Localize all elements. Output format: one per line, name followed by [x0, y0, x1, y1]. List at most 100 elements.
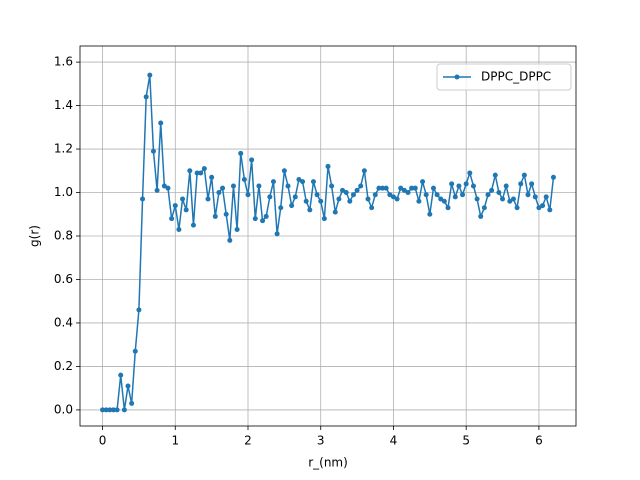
- point: [412, 185, 418, 191]
- point: [103, 407, 109, 413]
- y-tick-label: 1.6: [54, 55, 73, 69]
- point: [190, 222, 196, 228]
- x-tick-label: 0: [99, 434, 107, 448]
- point: [518, 181, 524, 187]
- point: [336, 196, 342, 202]
- point: [310, 179, 316, 185]
- point: [176, 226, 182, 232]
- point: [180, 196, 186, 202]
- x-axis-label: r_(nm): [308, 456, 348, 470]
- point: [390, 194, 396, 200]
- point: [332, 209, 338, 215]
- point: [430, 185, 436, 191]
- y-axis-label: g(r): [28, 225, 42, 247]
- point: [496, 190, 502, 196]
- point: [318, 198, 324, 204]
- point: [380, 185, 386, 191]
- point: [376, 185, 382, 191]
- point: [107, 407, 113, 413]
- point: [289, 203, 295, 209]
- point: [172, 203, 178, 209]
- point: [300, 179, 306, 185]
- point: [132, 348, 138, 354]
- point: [296, 176, 302, 182]
- point: [550, 174, 556, 180]
- point: [401, 187, 407, 193]
- point: [278, 205, 284, 211]
- y-tick-label: 0.4: [54, 315, 73, 329]
- point: [143, 94, 149, 100]
- point: [227, 237, 233, 243]
- point: [467, 170, 473, 176]
- point: [329, 183, 335, 189]
- point: [249, 157, 255, 163]
- point: [485, 192, 491, 198]
- point: [169, 216, 175, 222]
- point: [205, 196, 211, 202]
- point: [350, 192, 356, 198]
- x-tick-label: 5: [462, 434, 470, 448]
- point: [292, 194, 298, 200]
- point: [212, 213, 218, 219]
- point: [340, 187, 346, 193]
- point: [358, 183, 364, 189]
- point: [281, 168, 287, 174]
- point: [230, 183, 236, 189]
- point: [161, 183, 167, 189]
- point: [510, 196, 516, 202]
- point: [285, 183, 291, 189]
- point: [525, 192, 531, 198]
- point: [420, 179, 426, 185]
- point: [521, 172, 527, 178]
- point: [129, 400, 135, 406]
- point: [147, 72, 153, 78]
- point: [241, 176, 247, 182]
- legend-box: [436, 63, 572, 91]
- legend-marker: [454, 74, 460, 80]
- point: [532, 194, 538, 200]
- point: [238, 150, 244, 156]
- point: [114, 407, 120, 413]
- point: [445, 205, 451, 211]
- point: [100, 407, 106, 413]
- point: [398, 185, 404, 191]
- point: [314, 192, 320, 198]
- point: [325, 163, 331, 169]
- point: [245, 192, 251, 198]
- point: [365, 196, 371, 202]
- point: [492, 172, 498, 178]
- point: [209, 174, 215, 180]
- point: [252, 216, 258, 222]
- y-tick-label: 1.0: [54, 185, 73, 199]
- y-tick-label: 1.2: [54, 142, 73, 156]
- point: [383, 185, 389, 191]
- point: [121, 407, 127, 413]
- point: [449, 181, 455, 187]
- point: [220, 185, 226, 191]
- point: [434, 192, 440, 198]
- point: [198, 170, 204, 176]
- point: [452, 194, 458, 200]
- point: [540, 203, 546, 209]
- point: [500, 196, 506, 202]
- point: [303, 198, 309, 204]
- point: [354, 187, 360, 193]
- point: [140, 196, 146, 202]
- point: [441, 198, 447, 204]
- x-tick-label: 2: [244, 434, 252, 448]
- point: [489, 187, 495, 193]
- point: [474, 196, 480, 202]
- y-tick-label: 1.4: [54, 98, 73, 112]
- point: [347, 198, 353, 204]
- y-tick-label: 0.2: [54, 359, 73, 373]
- point: [201, 166, 207, 172]
- x-tick-label: 3: [317, 434, 325, 448]
- point: [263, 213, 269, 219]
- point: [423, 192, 429, 198]
- point: [507, 198, 513, 204]
- point: [438, 196, 444, 202]
- point: [460, 192, 466, 198]
- point: [409, 185, 415, 191]
